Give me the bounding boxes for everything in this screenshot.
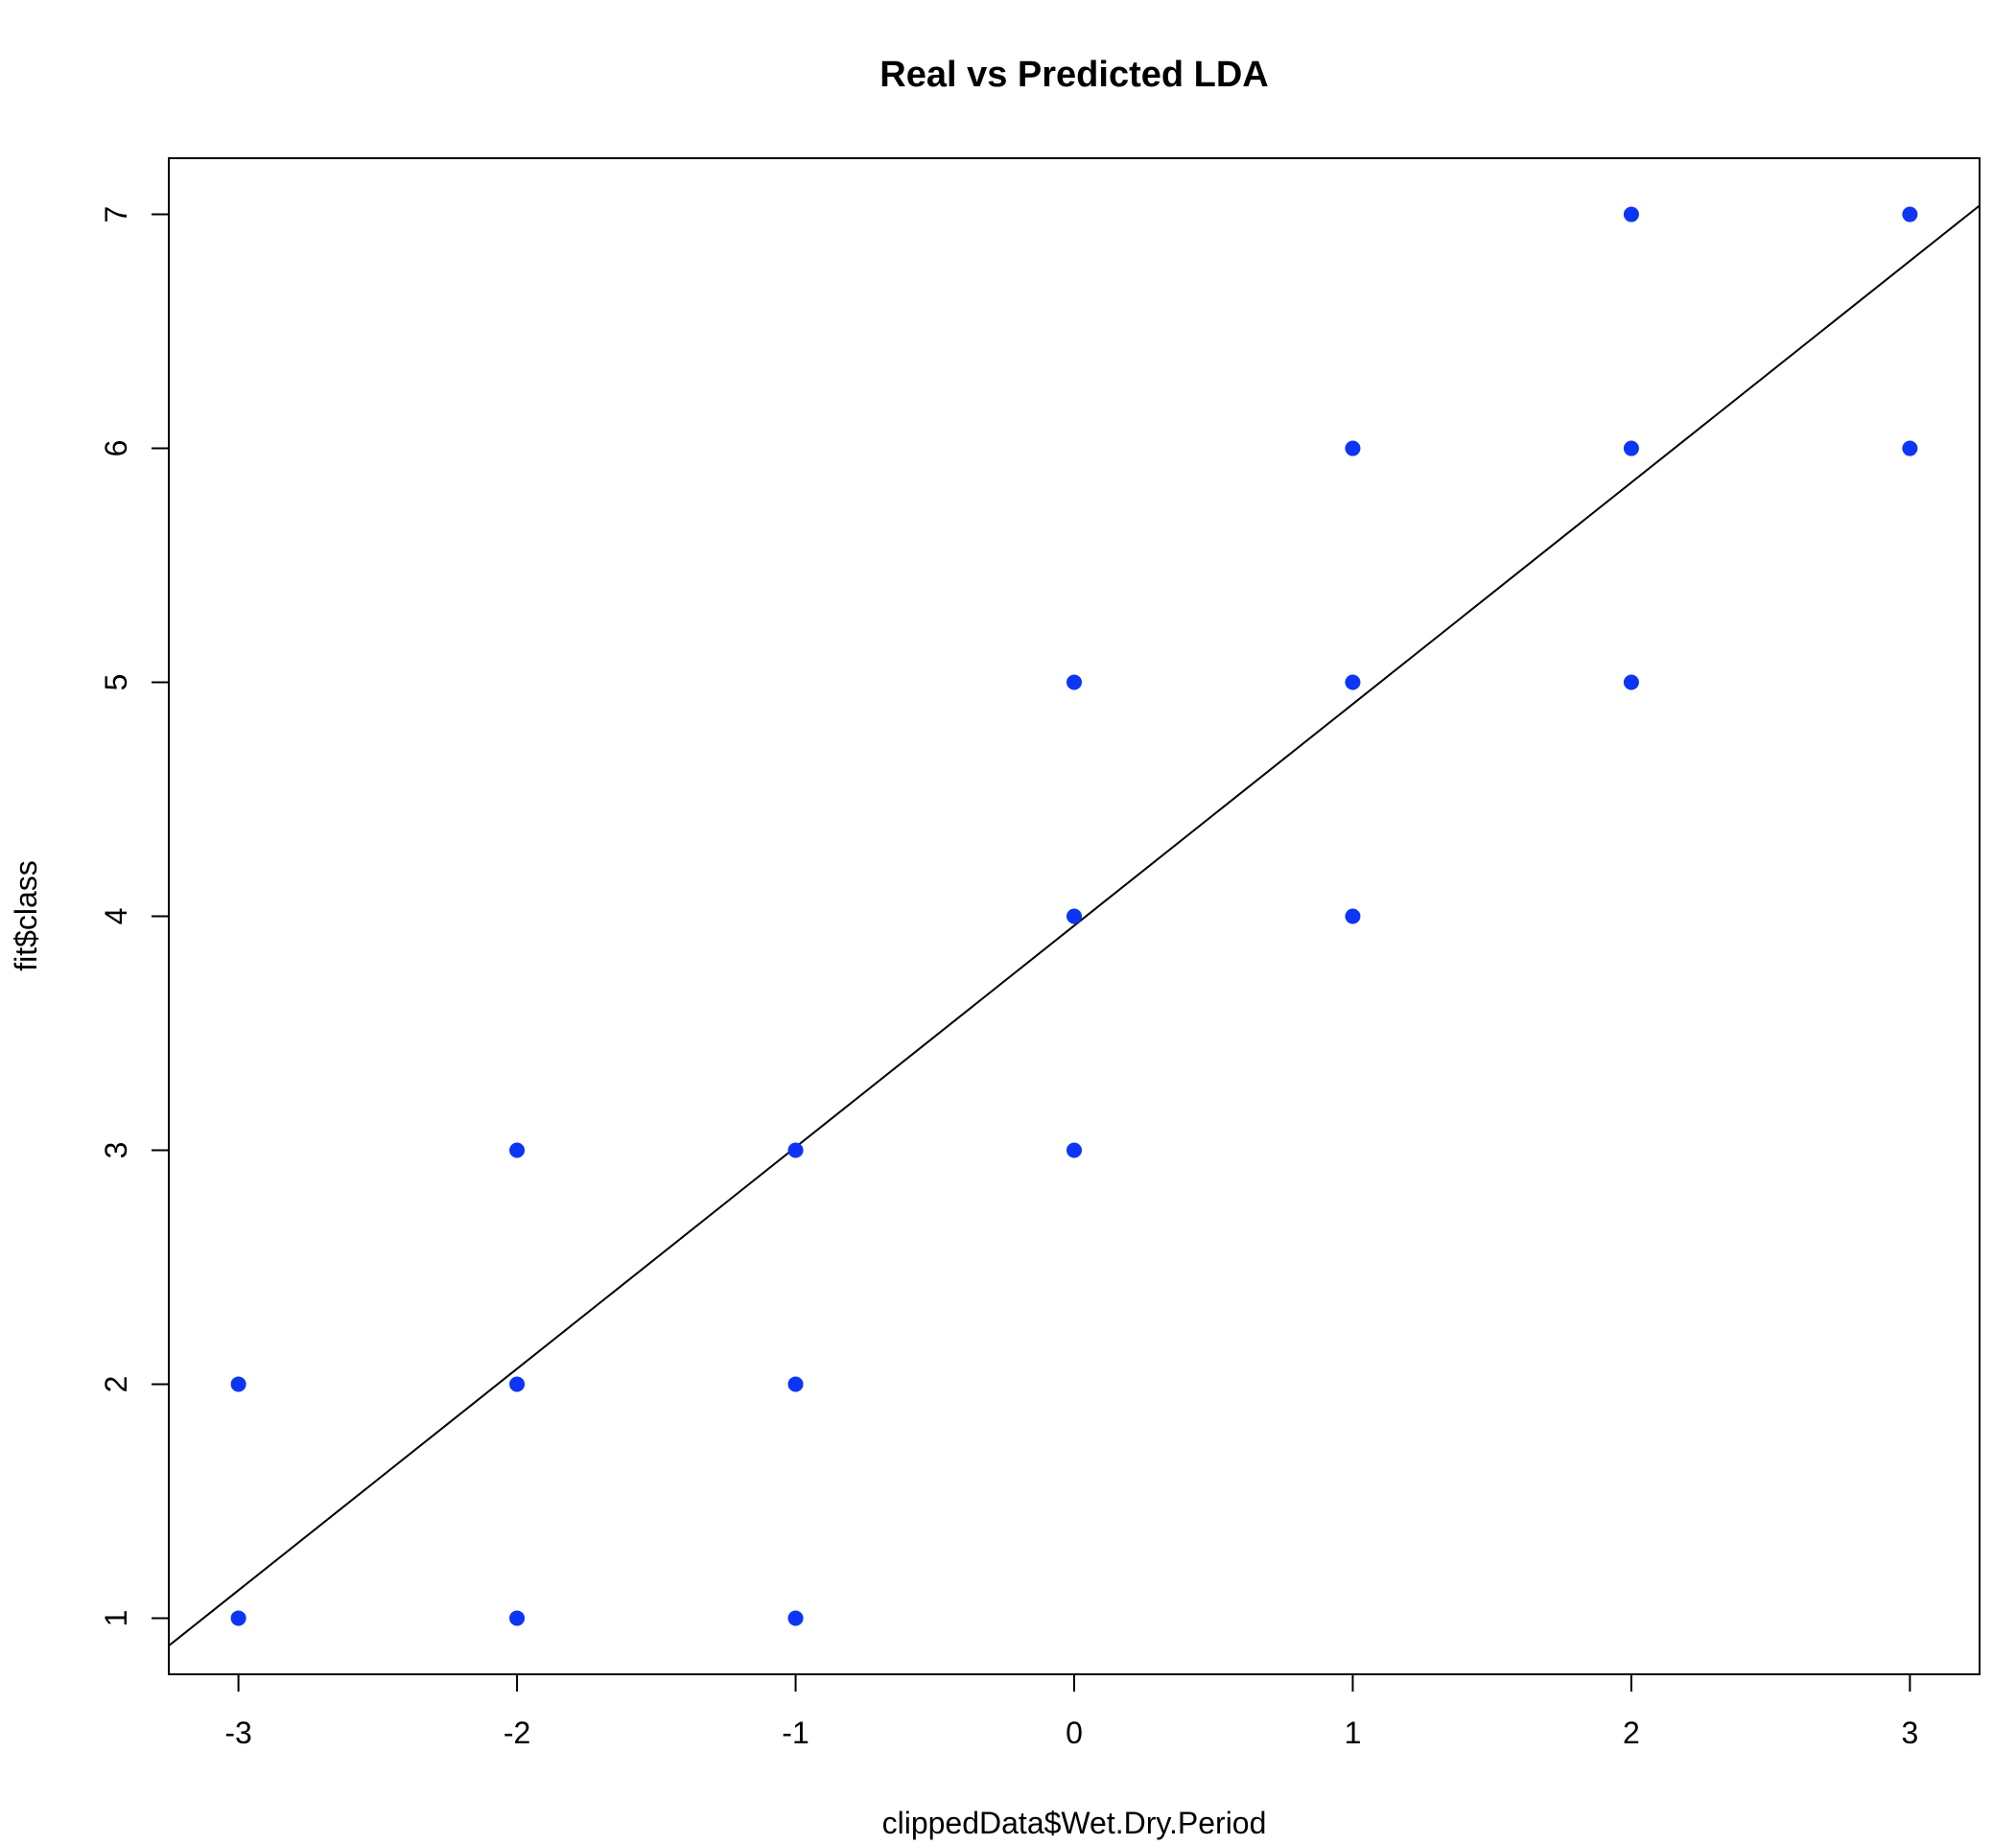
x-tick-label: -3 — [224, 1716, 251, 1750]
y-axis-label: fit$class — [9, 860, 43, 971]
data-point — [787, 1142, 804, 1158]
data-point — [787, 1610, 804, 1626]
data-point — [1067, 1142, 1082, 1158]
data-point — [1345, 440, 1361, 456]
data-point — [1345, 908, 1361, 924]
y-tick-label: 3 — [99, 1142, 133, 1159]
fit-line — [169, 204, 1980, 1646]
data-point — [1902, 206, 1918, 222]
x-axis: -3 -2 -1 0 1 2 3 — [224, 1673, 1918, 1750]
y-tick-label: 1 — [99, 1610, 133, 1627]
data-point — [509, 1610, 526, 1626]
data-point — [1623, 674, 1639, 690]
x-axis-label: clippedData$Wet.Dry.Period — [882, 1806, 1267, 1840]
points-layer — [230, 206, 1918, 1626]
chart-title: Real vs Predicted LDA — [879, 55, 1268, 95]
x-tick-label: 2 — [1623, 1716, 1640, 1750]
data-point — [1067, 908, 1082, 924]
data-point — [1623, 206, 1639, 222]
y-tick-label: 4 — [99, 908, 133, 925]
fit-line-layer — [169, 204, 1980, 1646]
data-point — [787, 1376, 804, 1392]
x-tick-label: 3 — [1901, 1716, 1918, 1750]
data-point — [1623, 440, 1639, 456]
data-point — [230, 1376, 246, 1392]
data-point — [230, 1610, 246, 1626]
y-axis: 1 2 3 4 5 6 7 — [99, 206, 170, 1627]
y-tick-label: 2 — [99, 1376, 133, 1393]
x-tick-label: -2 — [504, 1716, 530, 1750]
y-tick-label: 5 — [99, 674, 133, 691]
y-tick-label: 7 — [99, 206, 133, 223]
x-tick-label: 0 — [1066, 1716, 1083, 1750]
data-point — [1345, 674, 1361, 690]
x-tick-label: 1 — [1345, 1716, 1362, 1750]
y-tick-label: 6 — [99, 440, 133, 457]
data-point — [509, 1376, 526, 1392]
data-point — [1067, 674, 1082, 690]
data-point — [1902, 440, 1918, 456]
x-tick-label: -1 — [782, 1716, 809, 1750]
data-point — [509, 1142, 526, 1158]
